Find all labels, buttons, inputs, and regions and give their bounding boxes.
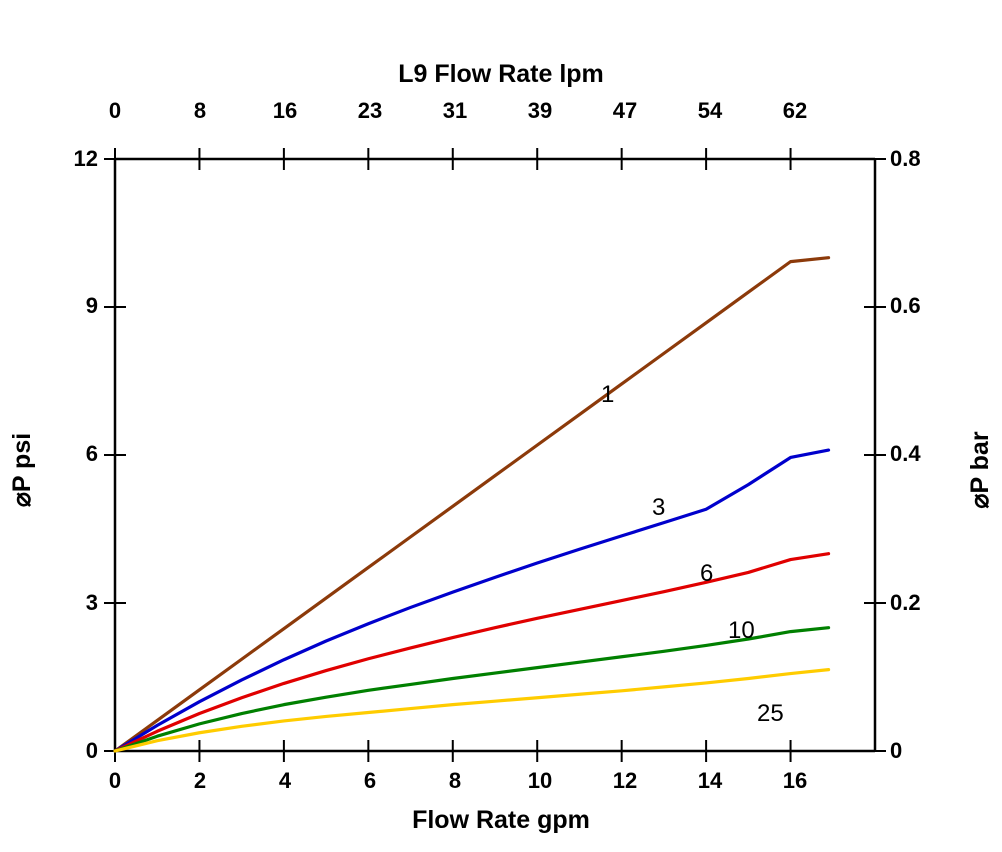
x-tick-label: 0 [108,768,122,793]
top-tick-label: 62 [782,98,808,123]
x-tick-label: 10 [527,768,553,793]
top-tick-label: 54 [697,98,723,123]
y2-tick-label: 0.4 [890,441,921,466]
y-tick-label: 3 [85,590,98,615]
data-series [113,256,831,753]
curve-label-6: 6 [700,560,714,587]
top-tick-label: 31 [442,98,468,123]
curve-label-3: 3 [652,494,666,521]
x-tick-label: 8 [448,768,462,793]
curve-label-10: 10 [728,617,755,644]
x-tick-label: 16 [782,768,808,793]
y-tick-label: 6 [85,441,98,466]
top-tick-label: 47 [612,98,638,123]
top-tick-label: 0 [108,98,122,123]
top-tick-label: 16 [272,98,298,123]
x-tick-label: 14 [697,768,723,793]
top-tick-label: 8 [193,98,207,123]
y-tick-label: 12 [73,146,98,171]
curve-label-25: 25 [757,700,784,727]
y-tick-label: 9 [85,293,98,318]
x-tick-label: 4 [278,768,292,793]
y-tick-label: 0 [85,738,98,763]
x-tick-label: 2 [193,768,207,793]
y2-tick-label: 0 [890,738,903,763]
top-tick-label: 39 [527,98,553,123]
x-axis-title: Flow Rate gpm [412,806,590,834]
y2-tick-label: 0.2 [890,590,921,615]
x-tick-label: 6 [363,768,377,793]
top-axis-title: L9 Flow Rate lpm [398,60,604,88]
axes [113,157,877,753]
curve-label-1: 1 [601,381,615,408]
y2-tick-label: 0.8 [890,146,921,171]
x-tick-label: 12 [612,768,638,793]
tick-marks [104,148,886,762]
top-tick-label: 23 [357,98,383,123]
y2-tick-label: 0.6 [890,293,921,318]
